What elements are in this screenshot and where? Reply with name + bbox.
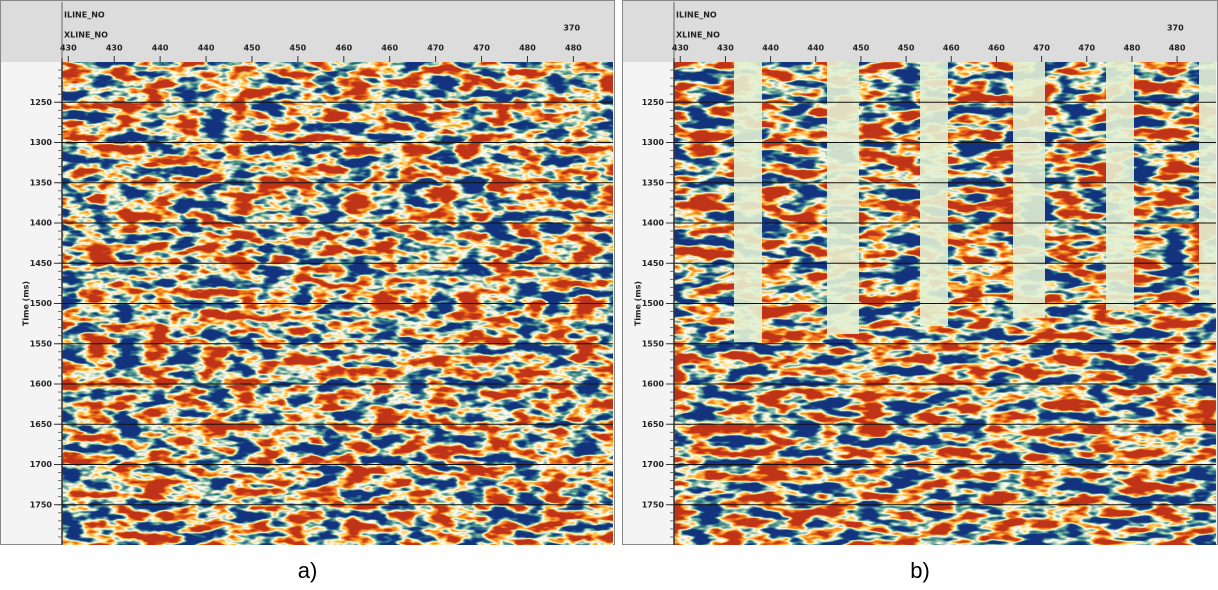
y-tick-label: 1350	[30, 178, 53, 187]
y-tick-label: 1600	[642, 380, 665, 389]
x-tick-label: 430	[672, 44, 689, 53]
y-tick-label: 1400	[642, 219, 665, 228]
caption: a)	[298, 558, 318, 583]
x-tick-label: 470	[473, 44, 490, 53]
y-tick-label: 1500	[30, 299, 53, 308]
x-tick-label: 450	[290, 44, 307, 53]
x-tick-label: 450	[898, 44, 915, 53]
y-tick-label: 1250	[642, 98, 665, 107]
caption: b)	[910, 558, 930, 583]
x-tick-label: 430	[60, 44, 77, 53]
x-tick-label: 460	[988, 44, 1005, 53]
iline-value: 370	[1167, 24, 1184, 33]
y-tick-label: 1650	[30, 420, 53, 429]
muted-zone	[827, 62, 859, 334]
y-tick-label: 1500	[642, 299, 665, 308]
y-tick-label: 1550	[30, 339, 53, 348]
x-tick-label: 460	[943, 44, 960, 53]
y-tick-label: 1300	[642, 138, 665, 147]
y-axis-label: Time (ms)	[634, 281, 643, 326]
muted-zone	[1106, 62, 1134, 310]
x-tick-label: 440	[762, 44, 779, 53]
muted-zone	[734, 62, 762, 342]
iline-label: ILINE_NO	[676, 11, 717, 20]
y-tick-label: 1700	[642, 460, 665, 469]
y-tick-label: 1300	[30, 138, 53, 147]
y-tick-label: 1450	[642, 259, 665, 268]
y-tick-label: 1550	[642, 339, 665, 348]
y-tick-label: 1750	[30, 500, 53, 509]
y-tick-label: 1450	[30, 259, 53, 268]
y-tick-label: 1250	[30, 98, 53, 107]
x-tick-label: 460	[335, 44, 352, 53]
x-tick-label: 440	[152, 44, 169, 53]
y-tick-label: 1650	[642, 420, 665, 429]
x-tick-label: 430	[717, 44, 734, 53]
xline-label: XLINE_NO	[676, 31, 720, 40]
y-tick-label: 1350	[642, 178, 665, 187]
y-axis-label: Time (ms)	[22, 281, 31, 326]
x-tick-label: 480	[1169, 44, 1186, 53]
x-tick-label: 480	[565, 44, 582, 53]
iline-value: 370	[563, 24, 580, 33]
x-tick-label: 470	[1078, 44, 1095, 53]
x-tick-label: 440	[198, 44, 215, 53]
panel: 1250 1300 1350 1400 1450 1500 1550 1600 1650 1700…	[1, 1, 615, 546]
x-tick-label: 450	[853, 44, 870, 53]
y-tick-label: 1600	[30, 380, 53, 389]
muted-zone	[920, 62, 948, 326]
x-tick-label: 470	[1033, 44, 1050, 53]
iline-label: ILINE_NO	[64, 11, 105, 20]
y-tick-label: 1400	[30, 219, 53, 228]
x-tick-label: 470	[427, 44, 444, 53]
y-tick-label: 1750	[642, 500, 665, 509]
x-tick-label: 440	[807, 44, 824, 53]
x-tick-label: 430	[106, 44, 123, 53]
muted-zone	[1199, 62, 1218, 302]
x-tick-label: 460	[381, 44, 398, 53]
xline-label: XLINE_NO	[64, 31, 108, 40]
muted-zone	[1013, 62, 1045, 318]
panel: 1250 1300 1350 1400 1450 1500 1550 1600 1650 1700…	[623, 1, 1218, 546]
x-tick-label: 480	[519, 44, 536, 53]
x-tick-label: 480	[1124, 44, 1141, 53]
y-tick-label: 1700	[30, 460, 53, 469]
x-tick-label: 450	[244, 44, 261, 53]
